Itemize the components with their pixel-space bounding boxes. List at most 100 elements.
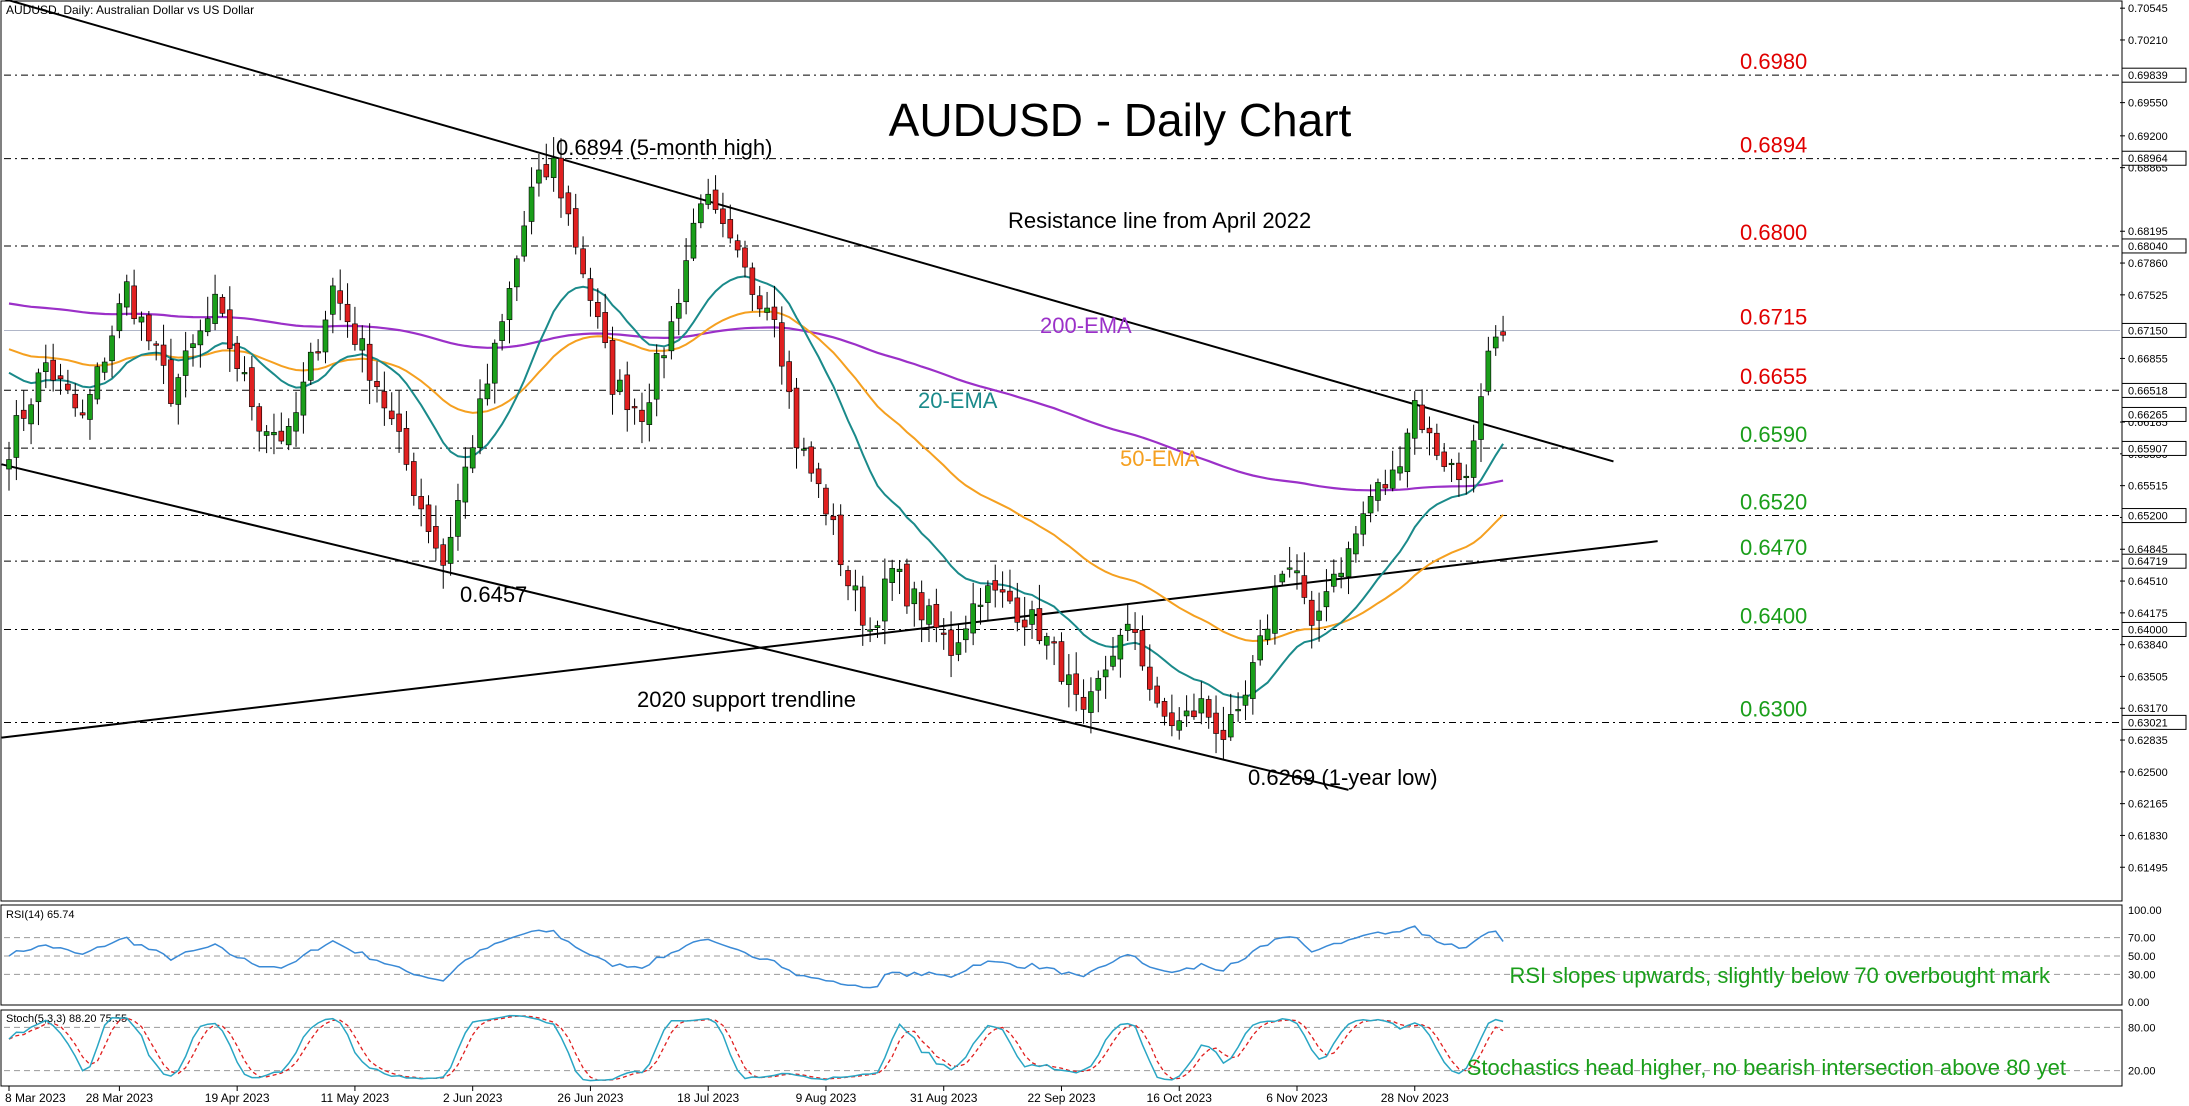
level-label: 0.6590 (1740, 422, 1807, 447)
candle-body (1029, 609, 1035, 625)
price-tick-label: 0.67525 (2128, 290, 2168, 302)
candle-body (123, 281, 130, 308)
candle-body (933, 603, 940, 628)
candle-body (1382, 484, 1389, 489)
annotation-50-ema: 50-EMA (1120, 446, 1200, 471)
candle-body (1367, 496, 1374, 514)
stoch-note: Stochastics head higher, no bearish inte… (1467, 1055, 2066, 1080)
level-label: 0.6655 (1740, 364, 1807, 389)
price-box-label: 0.68964 (2128, 153, 2168, 165)
candle-body (918, 592, 925, 621)
candle-body (396, 413, 402, 432)
price-box (2121, 238, 2187, 254)
candle-body (1176, 720, 1183, 731)
annotation-5month-high: 0.6894 (5-month high) (556, 135, 772, 160)
level-label: 0.6980 (1740, 49, 1807, 74)
candle-body (977, 604, 984, 607)
candle-body (1021, 619, 1028, 628)
candle-body (712, 189, 719, 210)
candle-body (859, 586, 866, 626)
candle-body (138, 316, 145, 323)
candle-body (940, 632, 947, 635)
candle-body (491, 342, 498, 384)
candle-body (727, 219, 734, 239)
candle-body (1073, 673, 1079, 695)
candle-body (293, 412, 299, 432)
candle-body (1147, 666, 1153, 690)
candle-body (742, 247, 748, 268)
candle-body (469, 447, 476, 469)
horizontal-levels (4, 74, 2120, 723)
candle-body (1043, 636, 1050, 646)
candle-body (1088, 691, 1094, 713)
price-box (2121, 150, 2187, 166)
candle-body (101, 361, 108, 373)
price-box-label: 0.67150 (2128, 325, 2168, 337)
time-tick-label: 2 Jun 2023 (443, 1091, 503, 1105)
candle-body (911, 588, 918, 605)
candle-body (197, 330, 204, 346)
candles (6, 137, 1506, 760)
candle-body (999, 589, 1006, 593)
candle-body (153, 343, 159, 346)
candle-body (506, 288, 513, 321)
candle-body (528, 186, 535, 222)
price-box (2121, 621, 2187, 637)
candle-body (381, 391, 388, 409)
candle-body (307, 351, 314, 381)
level-label: 0.6470 (1740, 535, 1807, 560)
candle-body (116, 303, 123, 332)
candle-body (1419, 404, 1425, 430)
annotation-200-ema: 200-EMA (1040, 313, 1132, 338)
candle-body (771, 306, 778, 320)
candle-body (344, 303, 351, 323)
candle-body (1132, 628, 1138, 633)
price-box-label: 0.69839 (2128, 70, 2168, 82)
candle-body (109, 335, 115, 362)
candle-body (1485, 350, 1492, 392)
candle-body (1404, 432, 1411, 473)
candle-body (65, 383, 71, 391)
candle-body (948, 629, 954, 656)
candle-body (631, 406, 638, 409)
rsi-tick-label: 0.00 (2128, 997, 2149, 1009)
price-tick-label: 0.62500 (2128, 767, 2168, 779)
stoch-main-line (8, 1014, 1504, 1082)
candle-body (1434, 432, 1440, 456)
candle-body (1294, 570, 1300, 574)
candle-body (1102, 669, 1109, 678)
candle-body (1411, 400, 1418, 439)
candle-body (35, 372, 42, 403)
candle-body (970, 603, 976, 634)
rsi-tick-label: 70.00 (2128, 933, 2156, 945)
candle-body (440, 544, 447, 566)
time-tick-label: 19 Apr 2023 (205, 1091, 270, 1105)
level-label: 0.6800 (1740, 220, 1807, 245)
candle-body (962, 628, 969, 641)
time-tick-label: 22 Sep 2023 (1027, 1091, 1095, 1105)
candle-body (87, 394, 93, 420)
price-box (2121, 508, 2187, 524)
candle-body (403, 428, 410, 465)
candle-body (1492, 336, 1499, 349)
candle-body (955, 642, 962, 655)
candle-body (985, 585, 991, 603)
level-labels: 0.6980 0.6894 0.6800 0.6715 0.6655 0.6590 0.65… (1740, 49, 1807, 721)
candle-body (1338, 572, 1344, 577)
candle-body (602, 312, 608, 344)
candle-body (580, 248, 586, 275)
candle-body (1441, 451, 1447, 467)
candle-body (926, 605, 932, 625)
rsi-line (8, 925, 1504, 989)
candle-body (285, 426, 292, 446)
candle-body (646, 402, 653, 425)
annotation-20-ema: 20-EMA (918, 388, 998, 413)
time-tick-label: 6 Nov 2023 (1266, 1091, 1328, 1105)
candle-body (543, 164, 550, 178)
candle-body (20, 409, 27, 419)
candle-body (1007, 590, 1013, 602)
candle-body (72, 393, 79, 409)
candle-body (668, 321, 675, 352)
